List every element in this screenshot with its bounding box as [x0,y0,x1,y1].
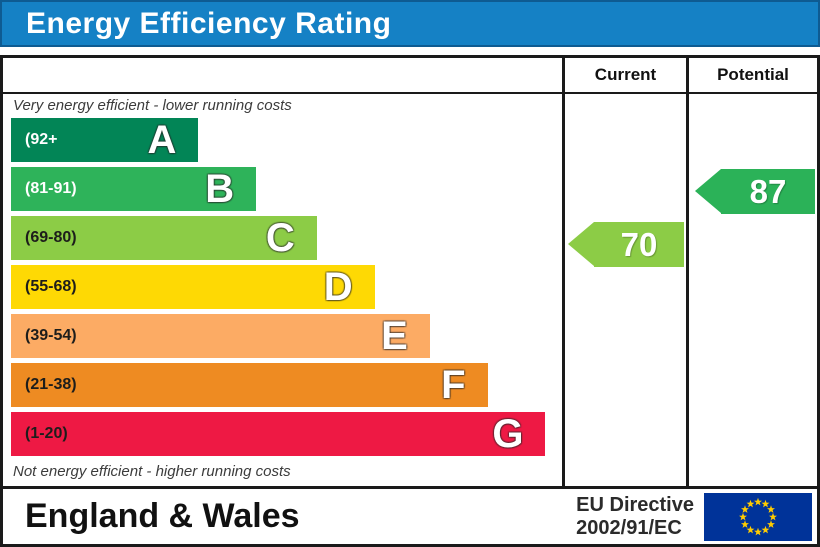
band-letter: A [147,118,177,162]
band-letter: C [265,216,295,260]
potential-rating-cell: 87 [686,94,817,486]
band-letter: B [205,167,235,211]
band-b: (81-91) B [11,167,257,211]
band-range-label: (69-80) [25,229,77,246]
header-cell-potential: Potential [686,58,817,92]
region-label: England & Wales [25,497,300,535]
band-d: (55-68) D [11,265,375,309]
band-c: (69-80) C [11,216,317,260]
band-f: (21-38) F [11,363,488,407]
rating-scale-area: Very energy efficient - lower running co… [3,94,562,486]
header-cell-current: Current [562,58,686,92]
current-rating-cell: 70 [562,94,686,486]
eu-directive-line1: EU Directive [576,493,694,516]
current-rating-value: 70 [594,222,684,267]
table-body-row: Very energy efficient - lower running co… [3,94,817,486]
band-letter: F [441,363,466,407]
arrow-point [568,222,594,266]
top-caption: Very energy efficient - lower running co… [13,97,292,114]
band-g: (1-20) G [11,412,546,456]
band-letter: E [381,314,408,358]
epc-table: Current Potential Very energy efficient … [0,55,820,547]
page-title: Energy Efficiency Rating [0,0,820,47]
current-rating-arrow: 70 [568,222,684,267]
eu-flag-icon [704,492,812,541]
band-letter: D [323,265,353,309]
band-range-label: (55-68) [25,278,77,295]
band-range-label: (81-91) [25,180,77,197]
rating-bands: (92+ A (81-91) B (69-80) C (55-68) D [11,118,562,456]
table-footer-row: England & Wales EU Directive 2002/91/EC [3,486,817,544]
page-title-text: Energy Efficiency Rating [26,6,392,40]
table-header-row: Current Potential [3,58,817,94]
band-range-label: (39-54) [25,327,77,344]
band-range-label: (92+ [25,131,58,148]
bottom-caption: Not energy efficient - higher running co… [13,463,291,480]
eu-directive-line2: 2002/91/EC [576,516,682,539]
arrow-point [695,169,721,213]
band-e: (39-54) E [11,314,430,358]
band-a: (92+ A [11,118,199,162]
potential-rating-value: 87 [721,169,815,214]
potential-rating-arrow: 87 [695,169,815,214]
eu-directive-label: EU Directive 2002/91/EC [576,494,694,540]
band-range-label: (21-38) [25,376,77,393]
band-range-label: (1-20) [25,425,68,442]
band-letter: G [492,412,524,456]
header-cell-empty [3,58,562,92]
